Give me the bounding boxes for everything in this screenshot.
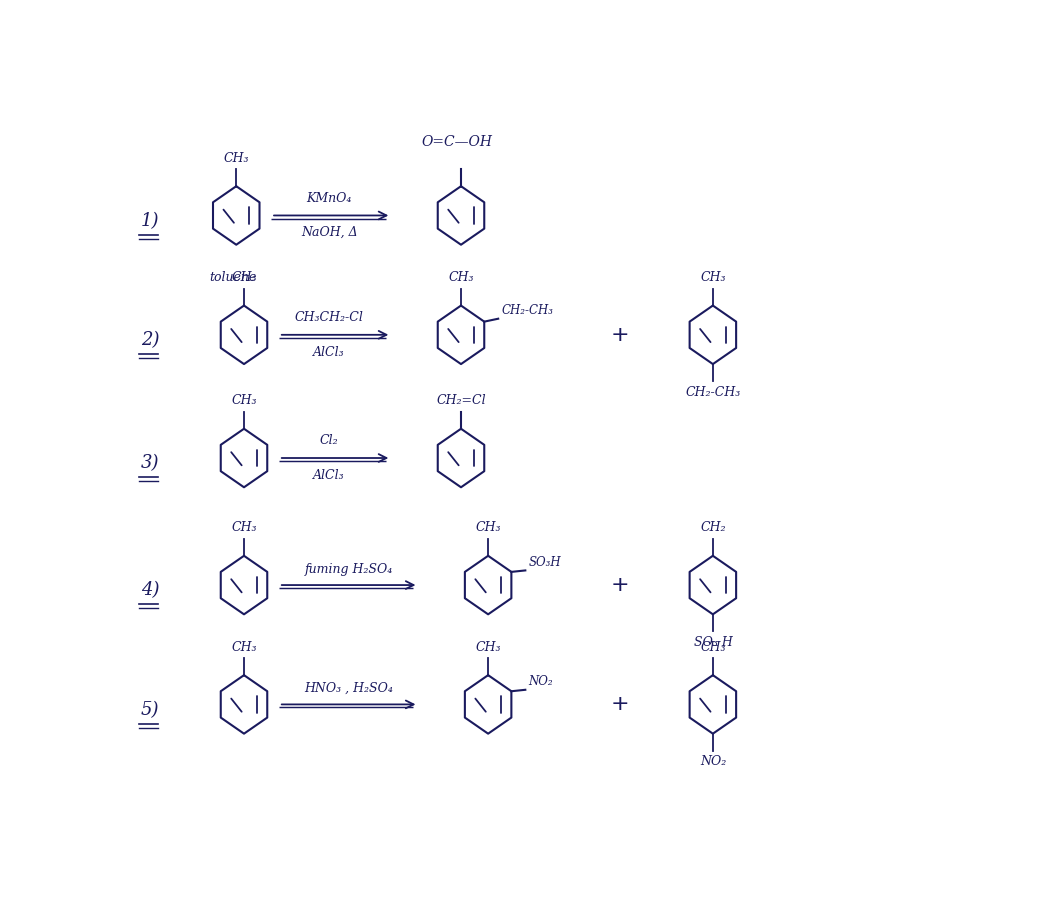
Text: +: + bbox=[611, 575, 630, 595]
Text: 2): 2) bbox=[141, 331, 159, 349]
Text: SO₃H: SO₃H bbox=[529, 556, 561, 569]
Text: NO₂: NO₂ bbox=[529, 675, 553, 688]
Text: NaOH, Δ: NaOH, Δ bbox=[301, 227, 358, 239]
Text: O=C—OH: O=C—OH bbox=[421, 136, 493, 149]
Text: AlCl₃: AlCl₃ bbox=[314, 469, 345, 481]
Text: NO₂: NO₂ bbox=[700, 755, 726, 768]
Text: CH₃CH₂-Cl: CH₃CH₂-Cl bbox=[295, 311, 363, 324]
Text: CH₃: CH₃ bbox=[700, 641, 726, 653]
Text: CH₃: CH₃ bbox=[449, 271, 474, 284]
Text: CH₃: CH₃ bbox=[475, 521, 501, 534]
Text: +: + bbox=[611, 325, 630, 345]
Text: HNO₃ , H₂SO₄: HNO₃ , H₂SO₄ bbox=[304, 682, 393, 695]
Text: 3): 3) bbox=[141, 454, 159, 472]
Text: Cl₂: Cl₂ bbox=[320, 434, 339, 447]
Text: CH₂-CH₃: CH₂-CH₃ bbox=[686, 386, 740, 399]
Text: AlCl₃: AlCl₃ bbox=[314, 346, 345, 359]
Text: CH₂-CH₃: CH₂-CH₃ bbox=[501, 304, 553, 318]
Text: fuming H₂SO₄: fuming H₂SO₄ bbox=[304, 562, 393, 576]
Text: 1): 1) bbox=[141, 212, 159, 230]
Text: KMnO₄: KMnO₄ bbox=[306, 192, 352, 205]
Text: CH₂: CH₂ bbox=[700, 521, 726, 534]
Text: SO₃ H: SO₃ H bbox=[694, 636, 732, 649]
Text: toluene: toluene bbox=[210, 271, 256, 284]
Text: +: + bbox=[611, 694, 630, 714]
Text: CH₃: CH₃ bbox=[700, 271, 726, 284]
Text: 4): 4) bbox=[141, 581, 159, 600]
Text: CH₃: CH₃ bbox=[232, 641, 257, 653]
Text: 5): 5) bbox=[141, 701, 159, 719]
Text: CH₃: CH₃ bbox=[232, 521, 257, 534]
Text: CH₃: CH₃ bbox=[475, 641, 501, 653]
Text: CH₃: CH₃ bbox=[232, 394, 257, 407]
Text: CH₃: CH₃ bbox=[223, 152, 249, 165]
Text: CH₃: CH₃ bbox=[232, 271, 257, 284]
Text: CH₂=Cl: CH₂=Cl bbox=[436, 394, 485, 407]
